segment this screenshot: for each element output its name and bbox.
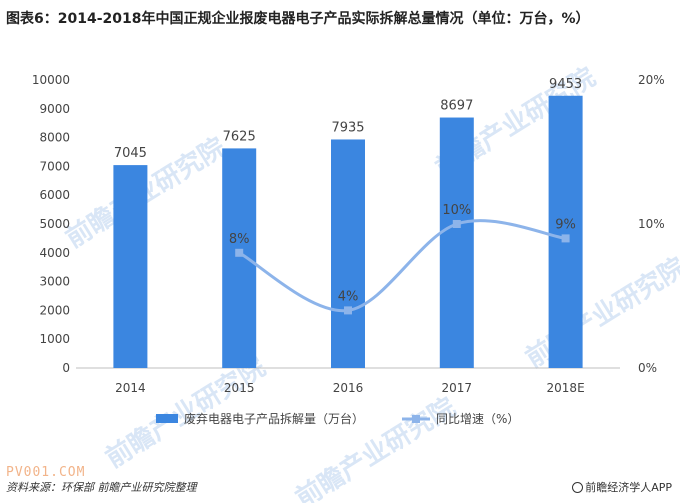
bars (113, 95, 583, 368)
left-tick-label-2000: 2000 (39, 303, 70, 317)
left-tick-label-7000: 7000 (39, 159, 70, 173)
left-tick-label-9000: 9000 (39, 102, 70, 116)
bar-value-label-2015: 7625 (223, 129, 256, 144)
watermark-text-4: 前瞻产业研究院 (290, 391, 461, 503)
bar-value-label-2014: 7045 (114, 146, 147, 161)
bar-2014 (113, 165, 148, 368)
left-tick-label-1000: 1000 (39, 332, 70, 346)
bar-2017 (439, 117, 474, 368)
bar-value-label-2018E: 9453 (549, 77, 582, 92)
left-tick-label-8000: 8000 (39, 131, 70, 145)
left-tick-label-10000: 10000 (32, 73, 70, 87)
growth-label-2016: 4% (338, 289, 359, 304)
category-label-2018E: 2018E (547, 381, 585, 395)
growth-line (235, 219, 570, 315)
bar-2016 (331, 139, 365, 368)
bar-2015 (222, 148, 257, 368)
growth-line-path (238, 219, 566, 312)
brand-name: 前瞻经济学人APP (585, 481, 672, 494)
right-tick-label-0%: 0% (638, 361, 657, 375)
watermark-text-3: 前瞻产业研究院 (520, 251, 680, 374)
bar-2018E (548, 95, 583, 368)
category-label-2014: 2014 (115, 381, 146, 395)
category-label-2015: 2015 (224, 381, 255, 395)
bar-value-label-2016: 7935 (331, 120, 364, 135)
left-tick-label-5000: 5000 (39, 217, 70, 231)
growth-point-2015 (235, 248, 244, 257)
legend-swatch-bar (156, 414, 178, 423)
growth-label-2017: 10% (442, 203, 471, 218)
chart-title: 图表6：2014-2018年中国正规企业报废电器电子产品实际拆解总量情况（单位：… (6, 11, 590, 27)
bar-value-label-2017: 8697 (440, 99, 473, 114)
right-tick-label-10%: 10% (638, 217, 665, 231)
site-watermark: PV001.COM (6, 465, 86, 480)
legend-label-line: 同比增速（%） (436, 412, 519, 426)
legend: 废弃电器电子产品拆解量（万台） 同比增速（%） (156, 411, 519, 426)
brand-credit: 前瞻经济学人APP (572, 479, 672, 495)
left-tick-label-3000: 3000 (39, 275, 70, 289)
source-note: 资料来源：环保部 前瞻产业研究院整理 (6, 481, 197, 494)
growth-point-2016 (344, 306, 352, 315)
left-tick-label-0: 0 (62, 361, 70, 375)
category-label-2017: 2017 (442, 381, 473, 395)
watermark-layer: 前瞻产业研究院前瞻产业研究院前瞻产业研究院前瞻产业研究院前瞻产业研究院 (60, 61, 680, 503)
left-tick-label-6000: 6000 (39, 188, 70, 202)
right-tick-label-20%: 20% (638, 73, 665, 87)
growth-label-2015: 8% (229, 232, 250, 247)
legend-swatch-line-marker (412, 415, 420, 423)
legend-label-bar: 废弃电器电子产品拆解量（万台） (184, 411, 364, 426)
growth-point-2018E (561, 234, 570, 243)
category-label-2016: 2016 (333, 381, 364, 395)
left-tick-label-4000: 4000 (39, 246, 70, 260)
brand-logo-icon (572, 482, 584, 493)
growth-point-2017 (452, 220, 461, 228)
data-labels: 7045 7625 7935 8697 9453 8% 4% 10% 9% (114, 77, 582, 305)
growth-label-2018E: 9% (555, 217, 576, 232)
